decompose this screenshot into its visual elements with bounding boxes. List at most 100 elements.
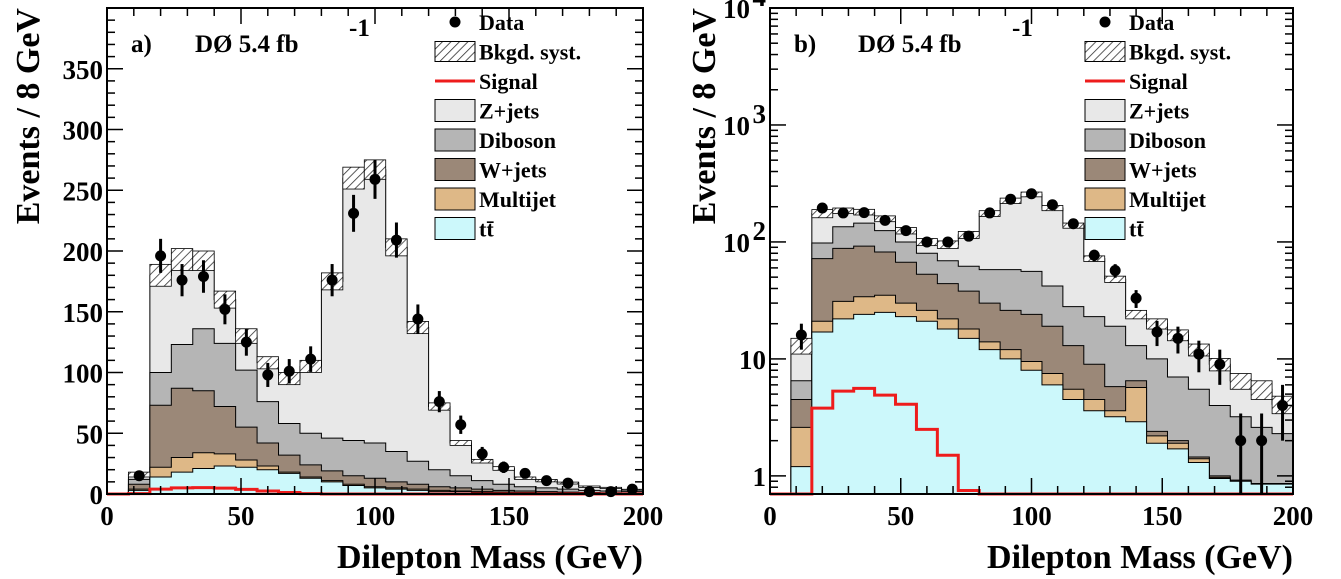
data-point xyxy=(1235,435,1247,447)
data-point xyxy=(283,365,295,377)
chart-panel-a: 0 50 100 150 200 0 50 100 150 200 250 300 350 Dilepto… xyxy=(10,7,664,576)
data-point xyxy=(942,236,954,248)
data-point xyxy=(390,234,402,246)
data-point xyxy=(305,353,317,365)
lumi-superscript-a: -1 xyxy=(349,15,370,42)
y-axis-title-b: Events / 8 GeV xyxy=(686,8,723,225)
x-tick-label: 0 xyxy=(100,501,114,531)
data-point xyxy=(498,461,510,473)
x-tick-label: 50 xyxy=(887,501,914,531)
y-tick-label: 10 xyxy=(723,228,750,258)
data-point xyxy=(879,214,891,226)
data-point xyxy=(1130,292,1142,304)
data-point xyxy=(605,486,617,498)
y-tick-label: 300 xyxy=(63,116,104,146)
x-tick-label: 100 xyxy=(355,501,396,531)
x-tick-label: 100 xyxy=(1011,501,1052,531)
y-tick-label: 50 xyxy=(76,419,103,449)
data-point xyxy=(1067,218,1079,230)
legend-label-ttbar: tt̄ xyxy=(1129,217,1144,242)
data-point xyxy=(1193,348,1205,360)
y-tick-exponent: 2 xyxy=(753,216,767,246)
data-point xyxy=(1026,188,1037,200)
syst-band-bin xyxy=(1250,380,1273,400)
legend-marker-data xyxy=(1099,16,1111,28)
legend-swatch-syst xyxy=(1084,41,1126,62)
y-tick-label: 10 xyxy=(723,111,750,141)
data-point xyxy=(262,369,274,381)
data-point xyxy=(476,448,488,460)
legend-swatch-diboson xyxy=(434,128,476,152)
data-point xyxy=(626,483,638,495)
data-point xyxy=(155,250,167,262)
legend-label-zjets: Z+jets xyxy=(1129,99,1190,124)
legend-label-multijet: Multijet xyxy=(479,187,557,212)
legend-label-diboson: Diboson xyxy=(1129,128,1206,153)
y-axis-title-a: Events / 8 GeV xyxy=(10,8,47,225)
data-point xyxy=(519,467,531,479)
y-tick-label: 150 xyxy=(63,298,104,328)
y-tick-label: 350 xyxy=(63,55,104,85)
legend-swatch-multijet xyxy=(434,187,476,211)
syst-band-bin xyxy=(342,166,365,190)
experiment-label-b: DØ 5.4 fb xyxy=(858,31,961,58)
data-point xyxy=(197,271,209,283)
panel-label-a: a) xyxy=(131,31,152,58)
data-point xyxy=(133,470,145,482)
y-tick-label: 1 xyxy=(753,462,767,492)
data-point xyxy=(412,313,424,325)
data-point xyxy=(348,207,360,219)
legend-swatch-ttbar xyxy=(1084,217,1126,240)
data-point xyxy=(562,477,574,489)
legend-label-signal: Signal xyxy=(1129,69,1188,94)
data-point xyxy=(837,207,849,219)
legend-label-syst: Bkgd. syst. xyxy=(479,40,581,65)
y-tick-label: 250 xyxy=(63,176,104,206)
legend-label-data: Data xyxy=(1129,10,1174,35)
legend-swatch-wjets xyxy=(1084,158,1126,181)
y-tick-label: 10 xyxy=(739,345,766,375)
legend-swatch-ttbar xyxy=(434,217,476,240)
y-tick-exponent: 3 xyxy=(753,99,767,129)
data-point xyxy=(1005,193,1017,205)
legend-swatch-zjets xyxy=(434,99,476,122)
legend-label-wjets: W+jets xyxy=(479,158,547,183)
x-tick-label: 150 xyxy=(489,501,530,531)
panel-label-b: b) xyxy=(794,31,816,58)
legend-label-diboson: Diboson xyxy=(479,128,556,153)
x-tick-label: 50 xyxy=(228,501,255,531)
data-point xyxy=(369,173,381,185)
syst-band-bin xyxy=(449,440,472,446)
data-point xyxy=(1172,332,1184,344)
lumi-superscript-b: -1 xyxy=(1012,15,1033,42)
data-point xyxy=(963,230,975,242)
y-tick-label: 200 xyxy=(63,237,104,267)
data-point xyxy=(1256,435,1268,447)
y-tick-label: 100 xyxy=(63,359,104,389)
data-point xyxy=(219,303,231,315)
syst-band-bin xyxy=(1125,309,1147,320)
data-point xyxy=(858,207,870,219)
legend-label-syst: Bkgd. syst. xyxy=(1129,40,1231,65)
legend-label-signal: Signal xyxy=(479,69,538,94)
syst-band-bin xyxy=(1229,373,1252,390)
x-tick-label: 200 xyxy=(623,501,664,531)
x-tick-label: 0 xyxy=(763,501,777,531)
data-point xyxy=(795,329,807,341)
legend-label-multijet: Multijet xyxy=(1129,187,1207,212)
x-tick-label: 150 xyxy=(1142,501,1183,531)
y-tick-label: 10 xyxy=(723,0,750,24)
legend-swatch-multijet xyxy=(1084,187,1126,211)
x-axis-title-b: Dilepton Mass (GeV) xyxy=(987,539,1293,576)
y-tick-label: 0 xyxy=(90,480,104,510)
legend-swatch-wjets xyxy=(434,158,476,181)
legend-label-data: Data xyxy=(479,10,524,35)
data-point xyxy=(326,274,338,286)
legend-swatch-diboson xyxy=(1084,128,1126,152)
x-tick-label: 200 xyxy=(1273,501,1314,531)
data-point xyxy=(816,202,828,214)
hist-ttbar-b xyxy=(770,311,1294,495)
data-point xyxy=(240,336,252,348)
data-point xyxy=(433,396,445,408)
